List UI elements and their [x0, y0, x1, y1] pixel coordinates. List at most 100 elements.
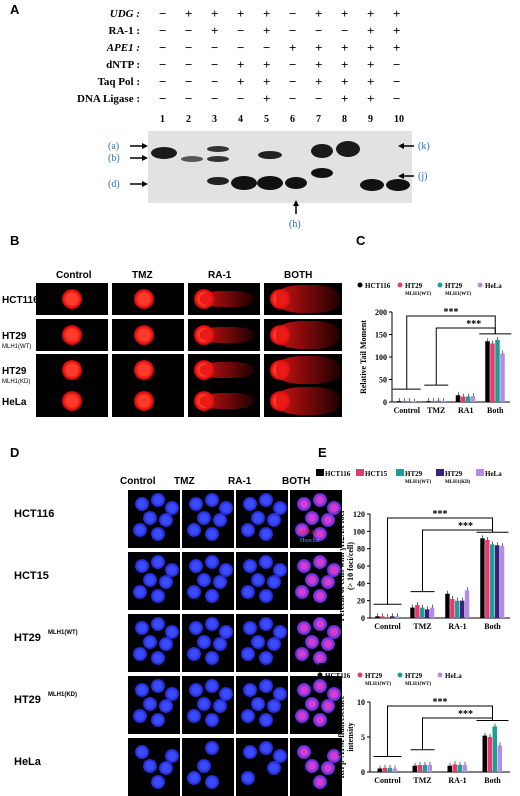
- comet-tail: [276, 387, 340, 415]
- nucleus: [151, 651, 165, 665]
- y-tick-label: 200: [375, 308, 387, 317]
- y-axis-label: Relative Tail Moment: [359, 320, 368, 394]
- micrograph: [182, 738, 234, 796]
- condition-sign: +: [211, 6, 219, 21]
- nucleus: [165, 563, 179, 577]
- legend-label: HCT116: [325, 470, 351, 478]
- y-tick-label: 80: [357, 545, 365, 554]
- nucleus: [273, 625, 287, 639]
- bar: [485, 341, 490, 402]
- x-category-label: Both: [484, 622, 501, 631]
- micrograph: [128, 552, 180, 610]
- bar: [436, 400, 441, 402]
- row-superscript: MLH1(WT): [48, 630, 78, 636]
- condition-label: Taq Pol :: [97, 76, 140, 88]
- nucleus: [219, 687, 233, 701]
- panel-label-a: A: [10, 2, 20, 17]
- legend-marker: [356, 469, 364, 476]
- legend-label: HeLa: [485, 470, 502, 478]
- nucleus: [243, 559, 257, 573]
- nucleus: [321, 513, 335, 527]
- legend-sublabel: MLH1(WT): [405, 682, 431, 687]
- bar: [431, 401, 436, 402]
- y-tick-label: 5: [361, 733, 365, 742]
- significance-label: ***: [433, 697, 448, 708]
- nucleus: [135, 497, 149, 511]
- condition-sign: +: [237, 6, 245, 21]
- bar: [422, 765, 427, 772]
- nucleus: [321, 637, 335, 651]
- nucleus: [205, 589, 219, 603]
- nucleus: [259, 651, 273, 665]
- comet-image: [264, 283, 342, 315]
- nucleus: [187, 647, 201, 661]
- overlay-stain-label: Hoechst: [300, 538, 320, 544]
- bar: [426, 401, 431, 402]
- nucleus: [313, 555, 327, 569]
- panel-label-c: C: [356, 233, 366, 248]
- row-label: HeLa: [2, 397, 27, 408]
- condition-label: UDG :: [109, 8, 140, 20]
- micrograph: [128, 614, 180, 672]
- x-category-label: TMZ: [413, 622, 431, 631]
- nucleus: [251, 511, 265, 525]
- comet-head: [134, 360, 154, 380]
- band-label-d: (d): [108, 179, 120, 190]
- comet-image: [36, 385, 108, 417]
- y-tick-label: 0: [361, 768, 365, 777]
- condition-sign: −: [289, 91, 297, 106]
- x-category-label: RA-1: [448, 776, 466, 785]
- nucleus: [313, 589, 327, 603]
- row-superscript: MLH1(KD): [48, 692, 77, 698]
- condition-sign: −: [211, 40, 219, 55]
- row-sublabel: MLH1(WT): [2, 344, 32, 350]
- condition-sign: −: [159, 74, 167, 89]
- nucleus: [151, 493, 165, 507]
- bar: [462, 765, 467, 772]
- nucleus: [189, 497, 203, 511]
- legend-sublabel: MLH1(KD): [445, 480, 471, 485]
- nucleus: [273, 749, 287, 763]
- row-label: HCT116: [2, 295, 39, 306]
- nucleus: [165, 501, 179, 515]
- condition-sign: +: [289, 40, 297, 55]
- nucleus: [313, 493, 327, 507]
- nucleus: [273, 501, 287, 515]
- nucleus: [187, 709, 201, 723]
- legend-label: HT29: [445, 470, 463, 478]
- nucleus: [135, 621, 149, 635]
- comet-head: [134, 325, 154, 345]
- comet-tail: [276, 321, 340, 349]
- legend-marker: [397, 282, 403, 288]
- chart-f: 0 5 10 Rel p-ATM fluorescence intensity Contr…: [317, 672, 510, 785]
- legend-label: HT29: [445, 282, 463, 290]
- nucleus: [251, 573, 265, 587]
- column-header: RA-1: [228, 476, 252, 487]
- nucleus: [295, 585, 309, 599]
- bar: [389, 616, 395, 618]
- legend-marker: [477, 282, 483, 288]
- condition-sign: +: [341, 40, 349, 55]
- condition-sign: −: [289, 74, 297, 89]
- bar: [459, 600, 465, 618]
- nucleus: [327, 749, 341, 763]
- lane-number: 9: [368, 114, 373, 125]
- y-tick-label: 0: [383, 398, 387, 407]
- nucleus: [297, 497, 311, 511]
- row-label: HCT15: [14, 570, 49, 582]
- comet-image: [112, 354, 184, 386]
- nucleus: [189, 683, 203, 697]
- bar: [482, 735, 487, 772]
- nucleus: [259, 555, 273, 569]
- legend-marker: [397, 672, 403, 678]
- nucleus: [251, 697, 265, 711]
- bar: [464, 590, 470, 618]
- panel-label-f: F: [318, 660, 326, 675]
- comet-head: [62, 360, 82, 380]
- nucleus: [133, 523, 147, 537]
- condition-sign: −: [185, 57, 193, 72]
- panel-label-d: D: [10, 445, 20, 460]
- nucleus: [213, 699, 227, 713]
- bar: [396, 401, 402, 402]
- bar: [410, 607, 415, 618]
